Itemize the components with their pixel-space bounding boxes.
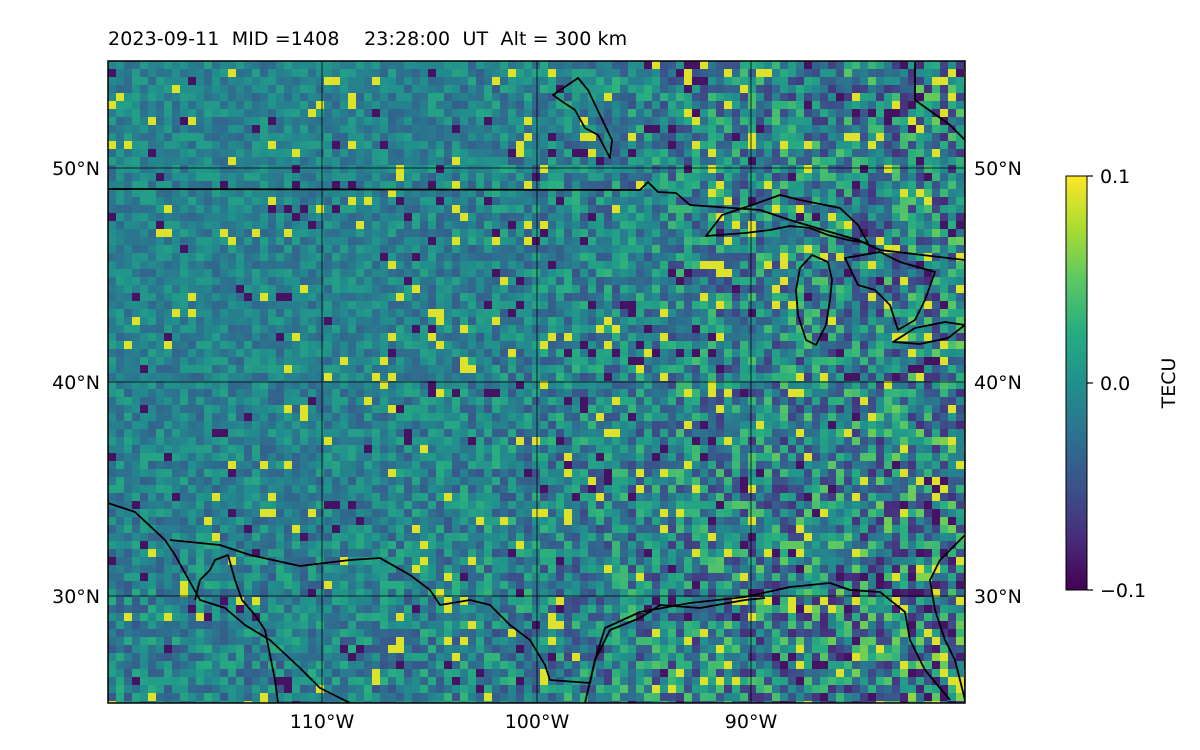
page-title: 2023-09-11 MID =1408 23:28:00 UT Alt = 3…: [108, 28, 627, 50]
lake-erie: [892, 321, 965, 345]
hudson-bay-coast: [914, 62, 965, 141]
baja-peninsula: [194, 554, 279, 703]
baja-gulf-coast: [108, 502, 351, 703]
gulf-coast-texas: [584, 597, 766, 703]
colorbar-label: TECU: [1158, 358, 1180, 410]
lat-tick-50n-left: 50°N: [52, 158, 100, 180]
lat-tick-40n-right: 40°N: [974, 372, 1022, 394]
title-date: 2023-09-11: [108, 28, 220, 50]
coastlines: [108, 62, 965, 703]
lat-tick-30n-right: 30°N: [974, 586, 1022, 608]
title-mid: MID =1408: [231, 28, 340, 50]
colorbar: [1065, 175, 1088, 591]
lat-tick-40n-left: 40°N: [52, 372, 100, 394]
colorbar-tick-max: 0.1: [1100, 166, 1130, 188]
colorbar-ticks: [1087, 175, 1093, 591]
lat-tick-50n-right: 50°N: [974, 158, 1022, 180]
lon-tick-110w: 110°W: [290, 711, 355, 733]
tec-field: [108, 61, 965, 703]
colorbar-tick-zero: 0.0: [1100, 373, 1130, 395]
title-time: 23:28:00 UT: [364, 28, 489, 50]
lon-tick-90w: 90°W: [725, 711, 778, 733]
lon-tick-100w: 100°W: [505, 711, 570, 733]
lake-huron: [844, 251, 936, 331]
lat-tick-30n-left: 30°N: [52, 586, 100, 608]
colorbar-tick-min: −0.1: [1100, 580, 1146, 602]
title-alt: Alt = 300 km: [500, 28, 628, 50]
lake-michigan: [795, 254, 833, 346]
us-mexico-gulf-coast: [169, 539, 951, 701]
lake-winnipeg: [552, 77, 613, 159]
lake-superior: [705, 194, 869, 244]
map-frame: [107, 60, 966, 704]
florida-coast: [929, 534, 965, 701]
